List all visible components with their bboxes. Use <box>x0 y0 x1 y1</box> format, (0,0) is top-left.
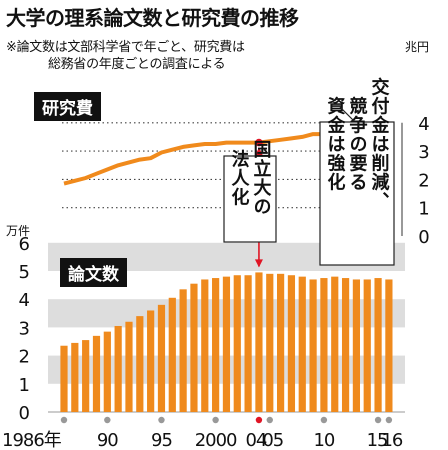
bar <box>212 278 220 412</box>
y-tick-label-papers: 5 <box>19 262 30 283</box>
x-tick-dot-highlight <box>255 416 263 424</box>
x-tick-label: 2000 <box>195 430 237 450</box>
x-tick-dot <box>104 416 111 424</box>
bar <box>374 278 382 412</box>
y-tick-label-papers: 3 <box>19 318 30 339</box>
bar <box>168 297 176 412</box>
bar <box>320 278 328 412</box>
y-tick-label-papers: 4 <box>19 290 30 311</box>
funding-annotation-box <box>319 121 395 266</box>
y-tick-label-papers: 2 <box>19 347 30 368</box>
x-tick-label: 10 <box>313 430 334 450</box>
bar <box>71 342 79 412</box>
funding-annotation-text: 交付金は削減、 <box>369 76 391 210</box>
x-tick-dot <box>212 416 219 424</box>
bar <box>82 340 90 412</box>
paper-unit-label: 万件 <box>6 224 31 238</box>
x-tick-label: 1986年 <box>2 430 62 450</box>
bar <box>266 273 274 412</box>
paper-count-label: 論文数 <box>60 258 127 287</box>
corporatization-annotation-box <box>223 155 277 243</box>
y-tick-label-papers: 6 <box>19 234 30 255</box>
arrow-down-icon <box>254 259 263 268</box>
note-line-2: 総務省の年度ごとの調査による <box>48 57 226 72</box>
bar <box>385 279 393 412</box>
x-tick-dot <box>320 416 328 424</box>
y-tick-label-research: 2 <box>418 170 429 191</box>
bar <box>233 275 241 412</box>
x-tick-dot <box>374 416 382 424</box>
corporatization-annotation-text: 国立大の <box>251 140 272 216</box>
x-tick-dot <box>60 416 68 424</box>
bar <box>244 275 252 412</box>
corporatization-annotation-text: 法人化 <box>229 148 250 206</box>
y-tick-label-papers: 0 <box>19 403 30 424</box>
bar <box>363 279 371 412</box>
bar <box>114 325 122 412</box>
x-tick-label: 95 <box>151 430 172 450</box>
y-tick-label-research: 4 <box>418 114 429 135</box>
x-tick-dot <box>266 416 273 424</box>
x-tick-dot <box>385 416 393 424</box>
bar <box>287 275 296 412</box>
funding-annotation-text: 資金は強化 <box>325 96 347 191</box>
bar <box>331 276 339 412</box>
x-tick-label: 04 <box>245 430 266 450</box>
bar <box>179 289 187 412</box>
bar <box>309 279 317 412</box>
bar <box>341 278 350 412</box>
page-title: 大学の理系論文数と研究費の推移 <box>6 6 299 30</box>
x-tick-label: 15 <box>367 430 388 450</box>
bar <box>352 279 361 412</box>
bar <box>298 276 306 412</box>
funding-annotation-pointer <box>339 106 355 122</box>
bar <box>92 335 101 412</box>
bar <box>147 310 155 412</box>
bar <box>190 283 198 412</box>
bar <box>201 279 209 412</box>
y-tick-label-papers: 1 <box>19 375 30 396</box>
arrow-up-icon <box>254 147 263 156</box>
bar <box>125 321 133 412</box>
x-tick-label: 05 <box>262 430 283 450</box>
bar <box>136 316 144 412</box>
funding-annotation-text: 競争の要る <box>347 95 368 191</box>
bar <box>222 276 231 412</box>
y-tick-label-research: 0 <box>418 227 429 248</box>
x-tick-label: 16 <box>381 430 402 450</box>
x-tick-label: 90 <box>97 430 118 450</box>
x-tick-dot <box>158 416 165 424</box>
bar <box>103 331 111 412</box>
bar <box>60 345 68 412</box>
bar <box>277 273 285 412</box>
bar <box>255 272 263 412</box>
y-tick-label-research: 1 <box>418 199 429 220</box>
research-cost-label: 研究費 <box>34 92 101 121</box>
note-line-1: ※論文数は文部科学省で年ごと、研究費は <box>6 40 245 55</box>
event-dot <box>255 138 263 147</box>
y-tick-label-research: 3 <box>418 142 429 163</box>
research-unit-label: 兆円 <box>405 40 430 54</box>
bar <box>157 304 166 412</box>
